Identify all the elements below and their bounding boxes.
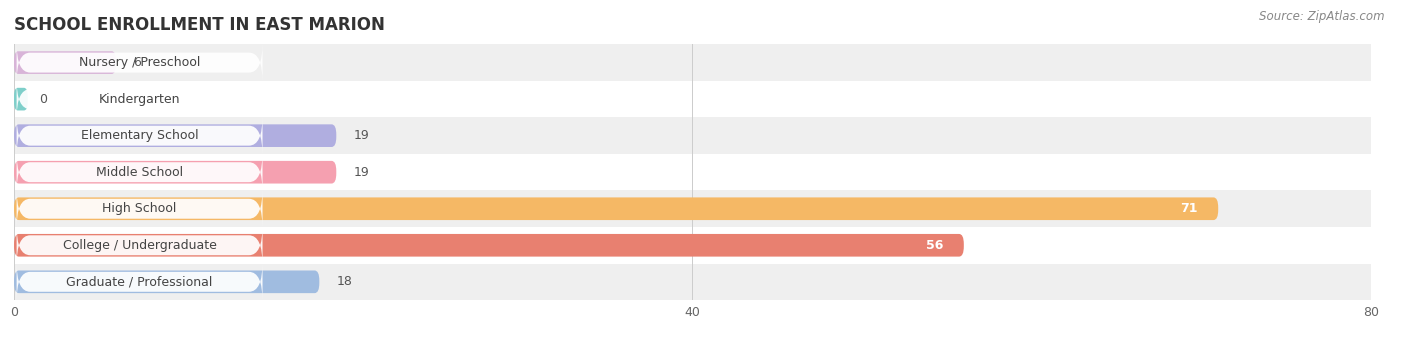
FancyBboxPatch shape [14, 234, 965, 257]
FancyBboxPatch shape [17, 43, 263, 82]
FancyBboxPatch shape [17, 263, 263, 301]
Text: 18: 18 [336, 275, 352, 288]
FancyBboxPatch shape [17, 80, 263, 118]
Text: College / Undergraduate: College / Undergraduate [63, 239, 217, 252]
Text: Middle School: Middle School [96, 166, 183, 179]
FancyBboxPatch shape [17, 153, 263, 191]
FancyBboxPatch shape [14, 270, 319, 293]
Text: 56: 56 [927, 239, 943, 252]
Text: Source: ZipAtlas.com: Source: ZipAtlas.com [1260, 10, 1385, 23]
Text: Nursery / Preschool: Nursery / Preschool [79, 56, 200, 69]
Bar [14, 191, 1371, 227]
FancyBboxPatch shape [14, 197, 1218, 220]
Text: 0: 0 [39, 93, 48, 106]
Bar [14, 264, 1371, 300]
FancyBboxPatch shape [17, 116, 263, 155]
Bar [14, 227, 1371, 264]
Bar [14, 81, 1371, 117]
Text: SCHOOL ENROLLMENT IN EAST MARION: SCHOOL ENROLLMENT IN EAST MARION [14, 16, 385, 34]
Bar [14, 44, 1371, 81]
FancyBboxPatch shape [14, 161, 336, 183]
Text: High School: High School [103, 202, 177, 215]
Text: Graduate / Professional: Graduate / Professional [66, 275, 212, 288]
Text: 71: 71 [1181, 202, 1198, 215]
FancyBboxPatch shape [17, 226, 263, 265]
FancyBboxPatch shape [14, 88, 28, 110]
FancyBboxPatch shape [14, 51, 115, 74]
Text: Elementary School: Elementary School [80, 129, 198, 142]
Text: 19: 19 [353, 129, 368, 142]
Bar [14, 117, 1371, 154]
Text: 6: 6 [132, 56, 141, 69]
FancyBboxPatch shape [17, 190, 263, 228]
Text: 19: 19 [353, 166, 368, 179]
Bar [14, 154, 1371, 191]
Text: Kindergarten: Kindergarten [98, 93, 180, 106]
FancyBboxPatch shape [14, 124, 336, 147]
